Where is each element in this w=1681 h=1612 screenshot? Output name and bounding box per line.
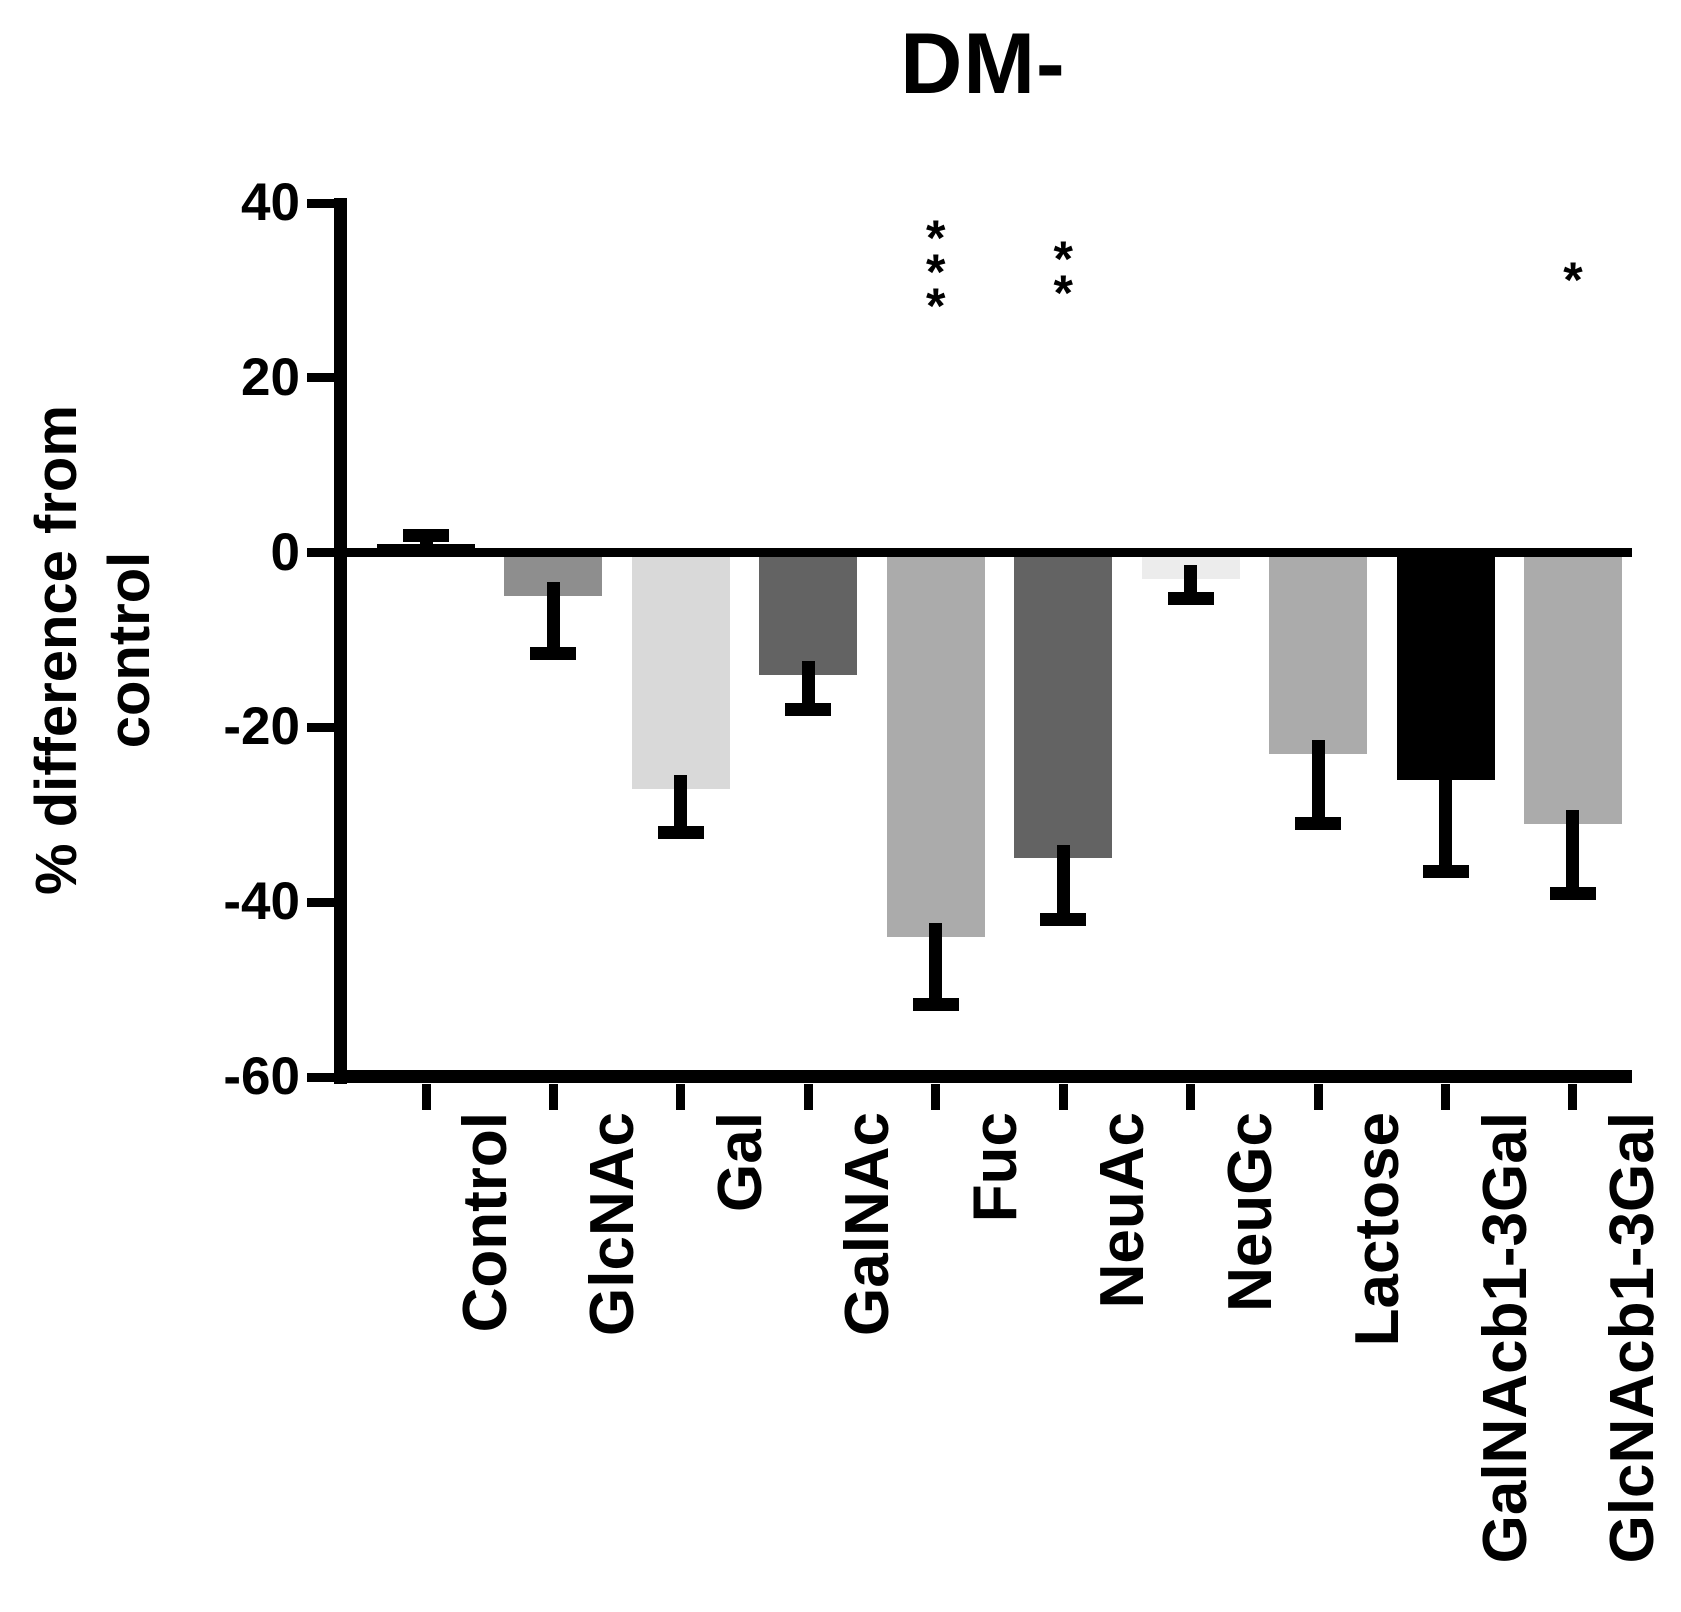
bar bbox=[631, 552, 730, 789]
bar bbox=[1269, 552, 1368, 754]
significance-marker: * * bbox=[1053, 231, 1073, 321]
y-tick-label: 20 bbox=[241, 347, 300, 407]
y-tick bbox=[307, 722, 334, 732]
bar bbox=[1396, 552, 1495, 780]
x-tick bbox=[676, 1084, 686, 1110]
bar bbox=[1523, 552, 1622, 824]
error-bar-cap bbox=[912, 997, 959, 1011]
x-tick-label: Lactose bbox=[1343, 1112, 1413, 1347]
x-tick-label: Control bbox=[451, 1112, 520, 1333]
x-tick bbox=[1313, 1084, 1323, 1110]
x-tick bbox=[1058, 1084, 1068, 1110]
error-bar-stem bbox=[1056, 844, 1070, 920]
error-bar-cap bbox=[1295, 817, 1342, 831]
error-bar-stem bbox=[546, 582, 560, 654]
bar bbox=[886, 552, 985, 938]
error-bar-stem bbox=[1311, 739, 1325, 824]
y-tick bbox=[307, 548, 334, 558]
x-tick bbox=[803, 1084, 813, 1110]
error-bar-cap bbox=[403, 528, 449, 542]
y-tick-label: 40 bbox=[241, 173, 300, 232]
y-tick bbox=[307, 373, 334, 383]
error-bar-cap bbox=[1422, 865, 1469, 879]
x-tick-label: GlcNAcb1-3Gal bbox=[1597, 1112, 1667, 1564]
y-tick-label: -20 bbox=[223, 697, 300, 757]
y-tick-label: -60 bbox=[223, 1047, 300, 1106]
x-tick-label: GlcNAc bbox=[578, 1112, 648, 1336]
y-tick-label: -40 bbox=[223, 872, 300, 932]
error-bar-cap bbox=[1167, 592, 1214, 606]
x-tick-label: Gal bbox=[705, 1112, 775, 1212]
x-tick-label: NeuAc bbox=[1088, 1112, 1158, 1309]
x-tick bbox=[548, 1084, 558, 1110]
x-tick bbox=[1186, 1084, 1196, 1110]
error-bar-cap bbox=[785, 703, 832, 717]
y-tick bbox=[307, 198, 334, 208]
error-bar-cap bbox=[530, 646, 577, 660]
x-axis-line bbox=[334, 1070, 1632, 1083]
bar bbox=[759, 552, 858, 675]
y-tick bbox=[307, 1072, 334, 1082]
y-axis-spine bbox=[334, 198, 347, 1084]
error-bar-stem bbox=[801, 660, 815, 710]
chart-title: DM- bbox=[900, 16, 1066, 112]
x-tick bbox=[1568, 1084, 1578, 1110]
error-bar-stem bbox=[929, 923, 943, 1005]
significance-marker: * * * bbox=[926, 210, 946, 334]
zero-line bbox=[334, 548, 1632, 557]
error-bar-stem bbox=[1184, 564, 1198, 599]
error-bar-cap bbox=[657, 825, 704, 839]
x-tick-label: GalNAcb1-3Gal bbox=[1470, 1112, 1540, 1564]
error-bar-stem bbox=[1439, 765, 1453, 872]
x-tick bbox=[1441, 1084, 1451, 1110]
y-tick bbox=[307, 897, 334, 907]
error-bar-stem bbox=[1566, 809, 1580, 894]
x-tick-label: NeuGc bbox=[1215, 1112, 1285, 1312]
x-tick bbox=[931, 1084, 941, 1110]
error-bar-cap bbox=[1040, 913, 1087, 927]
error-bar-stem bbox=[674, 774, 688, 833]
x-tick bbox=[421, 1084, 431, 1110]
x-tick-label: Fuc bbox=[960, 1112, 1030, 1223]
significance-marker: * bbox=[1563, 252, 1583, 308]
x-tick-label: GalNAc bbox=[833, 1112, 903, 1336]
bar bbox=[1014, 552, 1113, 859]
y-tick-label: 0 bbox=[270, 522, 300, 582]
error-bar-cap bbox=[1549, 886, 1596, 900]
